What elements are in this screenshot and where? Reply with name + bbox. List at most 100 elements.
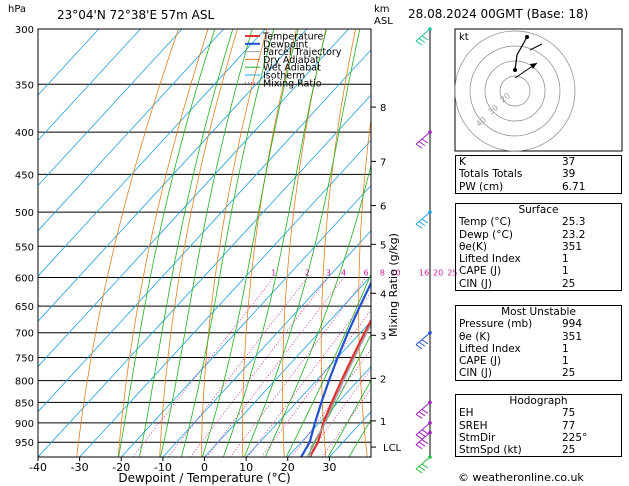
surface-row: θe(K) 351 [456,241,621,253]
profiles [300,280,371,457]
surface-row: Temp (°C) 25.3 [456,216,621,228]
most-unstable-row: θe (K) 351 [456,331,621,343]
most-unstable-value: 994 [562,318,583,331]
isotherm-line [38,29,308,322]
hodograph-ring [499,75,531,107]
wet-adiabat [118,29,216,457]
mixing-ratio-line [132,277,275,457]
most-unstable-label: Pressure (mb) [459,318,533,331]
hodograph-stat-value: 25 [562,444,576,457]
wind-barb-flag [421,408,429,414]
hodograph-stat-label: SREH [459,419,488,432]
wind-barb-staff [415,422,431,436]
hodograph-stat-row: SREH 77 [456,420,621,432]
wind-barb-staff [415,401,431,415]
lcl-label: LCL [383,443,402,454]
wind-barb-flag [418,341,426,347]
km-asl-label: km ASL [374,4,393,28]
hodograph-stat-value: 75 [562,407,576,420]
wet-adiabat [327,379,371,457]
wind-barb [415,456,431,474]
hodograph-table: Hodograph EH 75 SREH 77 StmDir 225° StmSpd (kt… [455,394,622,458]
wind-barb-staff [415,131,431,145]
pressure-tick-label: 300 [15,25,34,36]
x-tick-label: 0 [201,461,208,474]
wet-adiabat [222,29,327,457]
mixing-ratio-label: 25 [447,268,457,277]
hodograph-ring-label: 40 [475,115,489,128]
x-tick-label: 20 [281,461,295,474]
wet-adiabat [306,333,371,457]
index-label: K [459,156,466,168]
wet-adiabat [201,29,299,457]
wind-barb-flag [418,38,426,43]
isotherm-line [38,29,183,187]
most-unstable-row: CIN (J) 25 [456,367,621,379]
wind-barb-flag [418,411,426,417]
pressure-tick-label: 900 [15,419,34,430]
wind-barb-flag [421,138,429,144]
wind-barb [415,401,431,419]
index-value: 6.71 [562,180,586,193]
hodograph-point [513,68,517,72]
datetime-header: 28.08.2024 00GMT (Base: 18) [408,7,589,21]
dry-adiabat [76,29,179,457]
mixing-ratio-label: 10 [390,268,400,277]
wind-barb [415,211,431,229]
storm-motion-arrowhead [530,63,537,69]
mixing-ratio-label: 2 [305,268,310,277]
mixing-ratio-line [229,277,367,457]
isotherm-line [38,29,224,232]
isotherm-line [38,29,266,277]
mixing-ratio-label: 4 [341,268,346,277]
wind-barb-flag [418,221,426,227]
background-lines [38,29,371,457]
wind-barb [415,131,431,149]
index-label: Totals Totals [459,168,523,181]
most-unstable-label: Lifted Index [459,342,521,355]
surface-value: 23.2 [562,228,586,241]
index-row: Totals Totals 39 [456,168,621,180]
isotherm-line [38,29,141,141]
hodograph-stat-row: StmSpd (kt) 25 [456,444,621,456]
wet-adiabat [160,29,253,457]
pressure-tick-label: 950 [15,438,34,449]
dry-adiabat [117,29,209,457]
surface-row: CAPE (J) 1 [456,265,621,277]
mixing-ratio-axis-label: Mixing Ratio (g/kg) [387,233,400,337]
mixing-ratio-label: 16 [419,268,429,277]
wind-barb-flag [421,339,429,345]
dry-adiabat [242,29,297,457]
most-unstable-row: CAPE (J) 1 [456,355,621,367]
dry-adiabat [159,29,238,457]
isotherm-line [204,275,371,457]
surface-value: 351 [562,240,583,253]
x-tick-label: 30 [322,461,336,474]
hodograph-point [525,35,529,39]
hodograph-ring-label: 20 [499,91,513,104]
hodograph-ring [484,60,546,122]
isotherm-line [38,29,349,368]
pressure-tick-label: 400 [15,128,34,139]
legend-label: Wet Adiabat [263,63,321,74]
wind-barb-flag [415,143,423,149]
hodograph-stat-value: 77 [562,419,576,432]
mixing-ratio-line [189,277,329,457]
hodograph-frame [454,28,623,152]
wind-barb-staff [415,456,431,470]
parcel-trajectory-line [309,322,371,457]
surface-label: θe(K) [459,240,487,253]
index-row: PW (cm) 6.71 [456,181,621,193]
x-tick-label: -30 [71,461,89,474]
wind-barb-flag [418,466,426,471]
mixing-ratio-line [247,291,371,457]
km-tick-label: 1 [380,417,386,428]
hodograph-table-title: Hodograph [509,395,568,407]
km-tick-label: 4 [380,289,386,300]
wet-adiabat [139,29,234,457]
dry-adiabat [320,29,356,457]
pressure-tick-label: 800 [15,377,34,388]
surface-row: Lifted Index 1 [456,253,621,265]
